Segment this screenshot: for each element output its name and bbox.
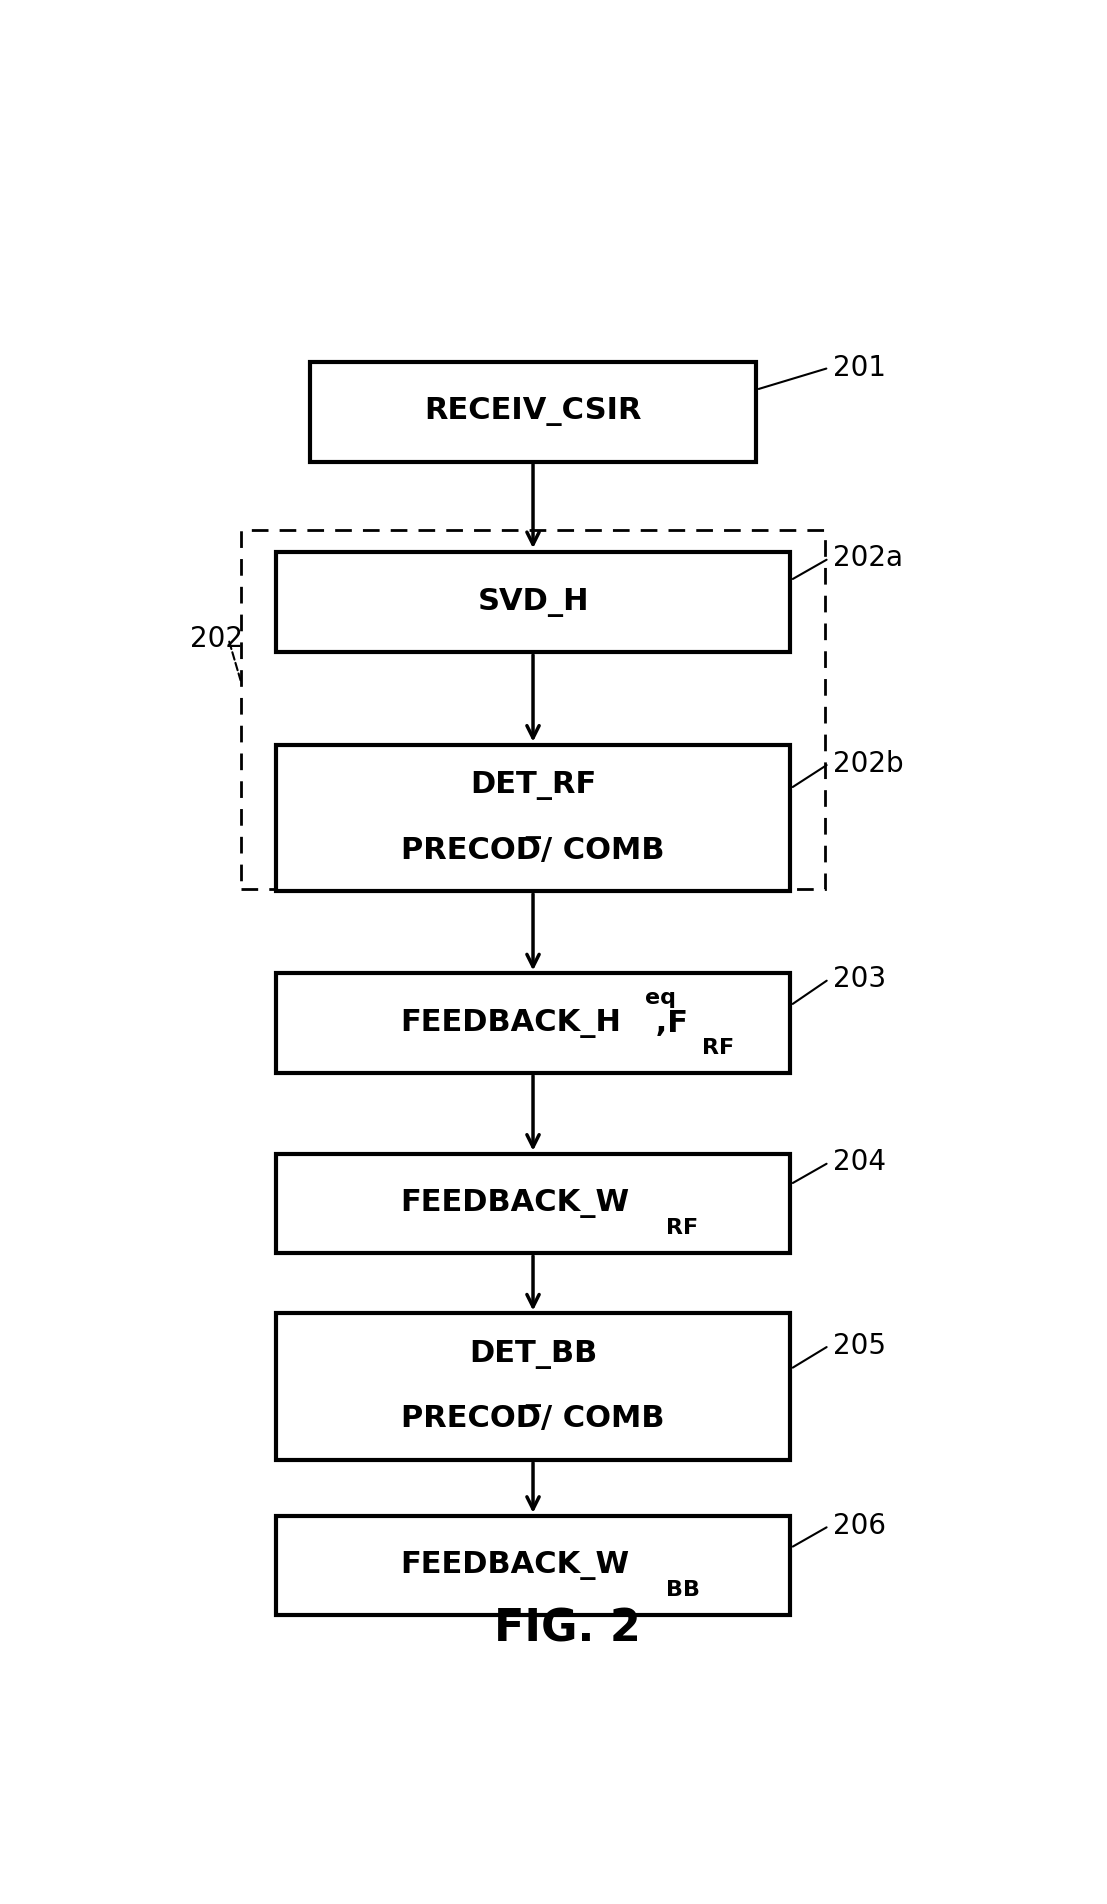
Text: ,F: ,F [644, 1009, 687, 1038]
Text: BB: BB [666, 1580, 700, 1601]
Text: 203: 203 [834, 965, 887, 994]
Text: 201: 201 [834, 354, 887, 383]
Text: PRECOD̅/ COMB: PRECOD̅/ COMB [401, 1405, 665, 1434]
Text: 206: 206 [834, 1512, 887, 1540]
Text: RF: RF [702, 1038, 734, 1059]
Text: RECEIV_CSIR: RECEIV_CSIR [424, 398, 642, 426]
Bar [276, 1154, 790, 1253]
Bar [276, 1314, 790, 1460]
Bar [276, 973, 790, 1074]
Text: 202a: 202a [834, 545, 903, 573]
Bar [276, 552, 790, 653]
Text: 202: 202 [190, 625, 242, 653]
Text: FEEDBACK_W: FEEDBACK_W [400, 1188, 629, 1219]
Text: FEEDBACK_W: FEEDBACK_W [400, 1552, 629, 1580]
Bar [241, 529, 825, 889]
Text: SVD_H: SVD_H [477, 588, 589, 617]
Text: PRECOD̅/ COMB: PRECOD̅/ COMB [401, 836, 665, 864]
Bar [276, 744, 790, 891]
Text: RF: RF [666, 1219, 699, 1238]
Text: DET_RF: DET_RF [469, 771, 597, 800]
Text: FIG. 2: FIG. 2 [494, 1607, 641, 1651]
Text: eq: eq [644, 988, 675, 1009]
Text: 205: 205 [834, 1331, 887, 1359]
Bar [310, 362, 756, 461]
Bar [276, 1516, 790, 1615]
Text: FEEDBACK_H: FEEDBACK_H [400, 1009, 621, 1038]
Text: 202b: 202b [834, 750, 904, 777]
Text: 204: 204 [834, 1148, 887, 1177]
Text: DET_BB: DET_BB [469, 1340, 597, 1369]
